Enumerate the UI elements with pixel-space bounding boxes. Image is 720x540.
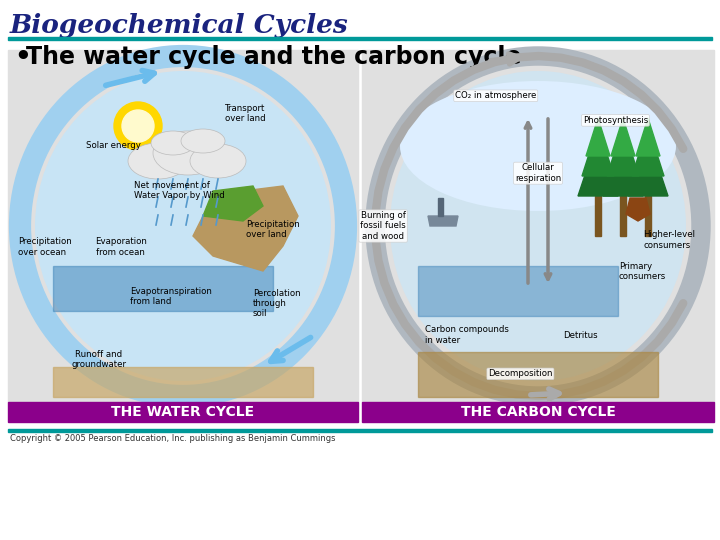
Polygon shape bbox=[636, 118, 660, 156]
Text: THE WATER CYCLE: THE WATER CYCLE bbox=[112, 405, 255, 419]
Polygon shape bbox=[203, 186, 263, 221]
Text: Solar energy: Solar energy bbox=[86, 140, 140, 150]
Text: Figure 54.17: Figure 54.17 bbox=[10, 410, 94, 423]
Text: The water cycle and the carbon cycle: The water cycle and the carbon cycle bbox=[26, 45, 521, 69]
Bar bbox=[645, 196, 651, 236]
Polygon shape bbox=[607, 126, 639, 176]
Polygon shape bbox=[193, 186, 298, 271]
Text: Transport
over land: Transport over land bbox=[225, 104, 266, 123]
Text: THE CARBON CYCLE: THE CARBON CYCLE bbox=[461, 405, 616, 419]
Text: Decomposition: Decomposition bbox=[488, 369, 553, 379]
Ellipse shape bbox=[35, 71, 331, 381]
Polygon shape bbox=[428, 216, 458, 226]
Bar bbox=[595, 196, 601, 236]
Text: Evapotranspiration
from land: Evapotranspiration from land bbox=[130, 287, 212, 306]
Text: Precipitation
over ocean: Precipitation over ocean bbox=[19, 238, 72, 257]
Text: •: • bbox=[14, 45, 31, 71]
Text: Net movement of
Water Vapor by Wind: Net movement of Water Vapor by Wind bbox=[134, 181, 225, 200]
Text: Cellular
respiration: Cellular respiration bbox=[515, 164, 561, 183]
Text: Copyright © 2005 Pearson Education, Inc. publishing as Benjamin Cummings: Copyright © 2005 Pearson Education, Inc.… bbox=[10, 434, 336, 443]
Bar bbox=[418, 352, 658, 397]
Bar bbox=[53, 367, 313, 397]
Polygon shape bbox=[603, 136, 643, 196]
Ellipse shape bbox=[390, 71, 686, 381]
Text: Detritus: Detritus bbox=[562, 330, 598, 340]
Ellipse shape bbox=[400, 81, 676, 211]
Polygon shape bbox=[578, 136, 618, 196]
Text: Carbon compounds
in water: Carbon compounds in water bbox=[426, 326, 509, 345]
Text: Biogeochemical Cycles: Biogeochemical Cycles bbox=[10, 13, 348, 38]
Ellipse shape bbox=[190, 144, 246, 178]
Text: Runoff and
groundwater: Runoff and groundwater bbox=[71, 350, 127, 369]
Ellipse shape bbox=[181, 129, 225, 153]
Polygon shape bbox=[628, 136, 668, 196]
Ellipse shape bbox=[151, 131, 195, 155]
Polygon shape bbox=[626, 198, 650, 221]
Bar bbox=[418, 266, 618, 316]
Text: Percolation
through
soil: Percolation through soil bbox=[253, 288, 301, 319]
Ellipse shape bbox=[128, 143, 188, 179]
Bar bbox=[8, 50, 358, 402]
Text: Photosynthesis: Photosynthesis bbox=[582, 116, 648, 125]
Bar bbox=[438, 198, 443, 216]
Ellipse shape bbox=[153, 131, 223, 175]
Circle shape bbox=[122, 110, 154, 142]
Text: Primary
consumers: Primary consumers bbox=[619, 262, 666, 281]
Polygon shape bbox=[582, 126, 614, 176]
Bar bbox=[620, 196, 626, 236]
Bar bbox=[53, 266, 273, 311]
Bar bbox=[8, 429, 712, 432]
Text: Evaporation
from ocean: Evaporation from ocean bbox=[96, 238, 148, 257]
Bar bbox=[362, 402, 714, 422]
Polygon shape bbox=[586, 118, 610, 156]
Text: Precipitation
over land: Precipitation over land bbox=[246, 220, 300, 239]
Polygon shape bbox=[611, 118, 635, 156]
Text: Burning of
fossil fuels
and wood: Burning of fossil fuels and wood bbox=[360, 211, 406, 241]
Bar bbox=[362, 50, 714, 402]
Text: CO₂ in atmosphere: CO₂ in atmosphere bbox=[455, 91, 536, 100]
Bar bbox=[8, 37, 712, 40]
Circle shape bbox=[114, 102, 162, 150]
Bar bbox=[8, 402, 358, 422]
Text: Higher-level
consumers: Higher-level consumers bbox=[644, 231, 696, 250]
Polygon shape bbox=[632, 126, 664, 176]
